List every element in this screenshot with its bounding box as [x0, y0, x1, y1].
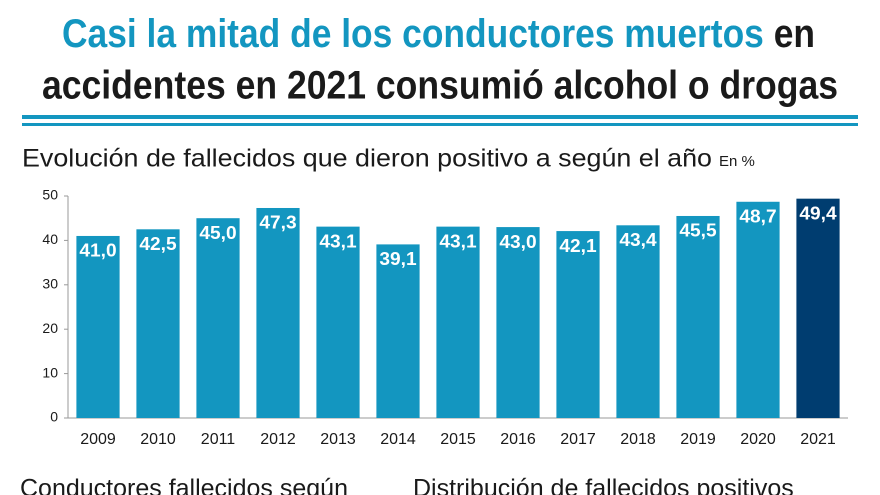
- bar: [136, 229, 180, 418]
- unit: En %: [719, 153, 755, 170]
- y-tick-label: 0: [50, 409, 58, 425]
- title-text: en: [774, 12, 815, 56]
- value-label: 43,0: [499, 232, 536, 252]
- x-tick-label: 2009: [80, 431, 116, 448]
- x-tick-label: 2013: [320, 431, 356, 448]
- title-line-1: Casi la mitad de los conductores muertos…: [62, 12, 815, 56]
- value-label: 49,4: [799, 203, 836, 223]
- bar: [196, 218, 240, 418]
- section-heading: Distribución de fallecidos positivos: [413, 475, 794, 495]
- value-label: 43,4: [619, 230, 656, 250]
- rule: [22, 123, 858, 126]
- bar: [256, 207, 300, 418]
- value-label: 43,1: [439, 231, 476, 251]
- y-tick-label: 50: [42, 187, 58, 203]
- bar: [496, 227, 540, 418]
- bar: [436, 226, 480, 418]
- x-tick-label: 2017: [560, 431, 596, 448]
- y-tick-label: 40: [42, 231, 58, 247]
- bar: [796, 198, 840, 418]
- x-tick-label: 2012: [260, 431, 296, 448]
- value-label: 47,3: [259, 213, 296, 233]
- rule: [22, 115, 858, 119]
- value-label: 42,5: [139, 234, 176, 254]
- bar: [76, 235, 120, 418]
- x-tick-label: 2015: [440, 431, 476, 448]
- section-heading: Conductores fallecidos según: [20, 475, 348, 495]
- chart-title: Evolución de fallecidos que dieron posit…: [22, 145, 712, 173]
- bar: [616, 225, 660, 418]
- x-tick-label: 2016: [500, 431, 536, 448]
- x-tick-label: 2014: [380, 431, 416, 448]
- x-tick-label: 2010: [140, 431, 176, 448]
- title-line-2: accidentes en 2021 consumió alcohol o dr…: [42, 64, 838, 108]
- x-tick-label: 2018: [620, 431, 656, 448]
- x-tick-label: 2011: [201, 431, 236, 448]
- value-label: 41,0: [79, 241, 116, 261]
- value-label: 39,1: [379, 249, 416, 269]
- bar: [376, 244, 420, 418]
- x-tick-label: 2021: [800, 431, 836, 448]
- value-label: 43,1: [319, 231, 356, 251]
- y-tick-label: 20: [42, 320, 58, 336]
- bar: [556, 231, 600, 418]
- value-label: 45,5: [679, 221, 716, 241]
- value-label: 48,7: [739, 207, 776, 227]
- x-tick-label: 2020: [740, 431, 776, 448]
- y-tick-label: 10: [42, 364, 58, 380]
- x-tick-label: 2019: [680, 431, 716, 448]
- bar: [316, 226, 360, 418]
- bar: [736, 201, 780, 418]
- bar: [676, 215, 720, 418]
- value-label: 42,1: [559, 236, 596, 256]
- y-tick-label: 30: [42, 276, 58, 292]
- value-label: 45,0: [199, 223, 236, 243]
- title-highlight: Casi la mitad de los conductores muertos: [62, 12, 764, 56]
